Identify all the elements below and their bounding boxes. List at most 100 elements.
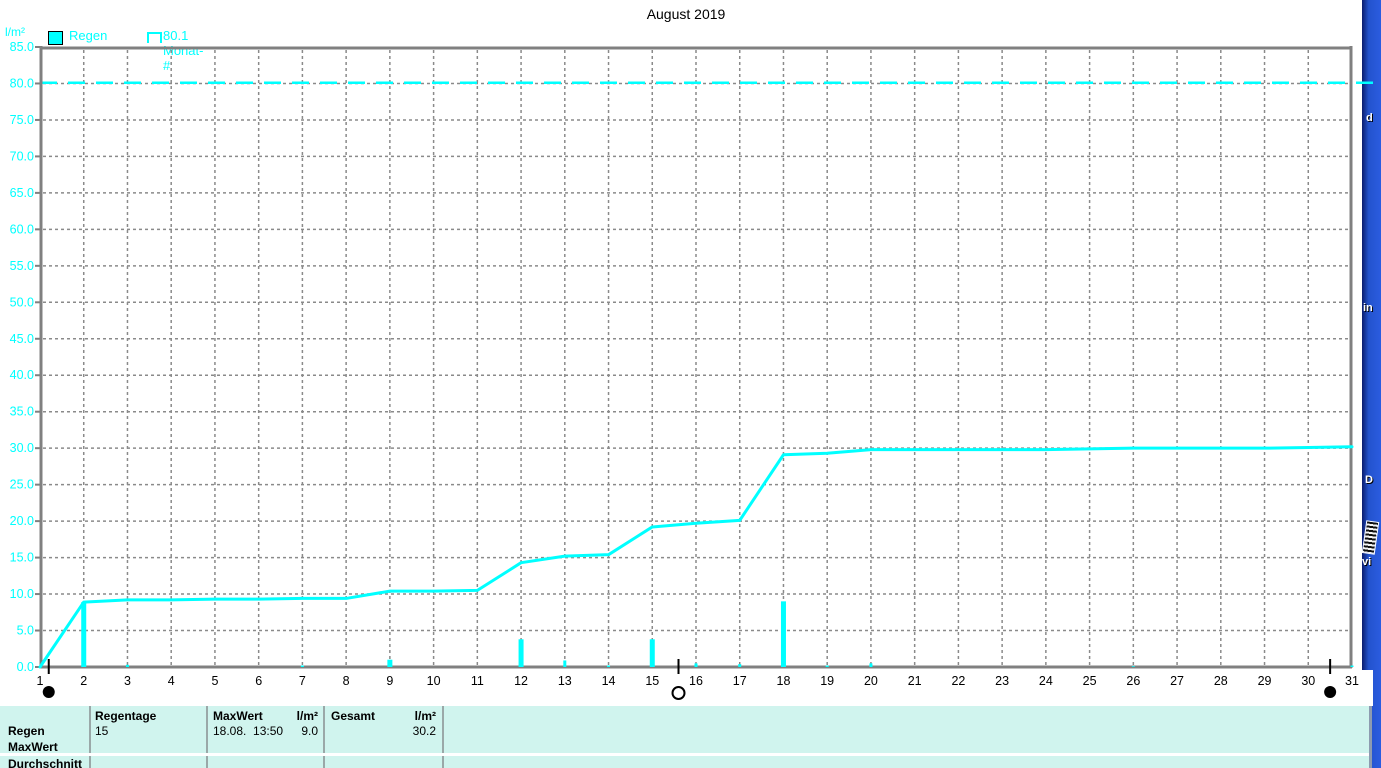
- y-tick-label: 55.0: [10, 259, 34, 273]
- stats-row-label-maxwert: MaxWert: [8, 740, 58, 754]
- column-separator: [442, 706, 444, 768]
- daily-rain-bar: [607, 665, 611, 667]
- row-separator: [0, 753, 1369, 756]
- x-tick-label: 25: [1083, 674, 1097, 688]
- stats-cell-maxwert: MaxWert l/m² 18.08. 13:50 9.0: [213, 706, 318, 768]
- regentage-value: 15: [95, 724, 109, 738]
- daily-rain-bar: [780, 601, 786, 667]
- stats-row-label-regen: Regen: [8, 724, 45, 738]
- x-tick-label: 18: [777, 674, 791, 688]
- y-axis-unit-label: l/m²: [5, 25, 25, 39]
- x-tick-label: 26: [1126, 674, 1140, 688]
- x-tick-label: 31: [1345, 674, 1359, 688]
- x-tick-label: 11: [471, 674, 484, 688]
- x-tick-label: 22: [951, 674, 965, 688]
- desktop-icon-label-fragment[interactable]: D: [1365, 474, 1373, 486]
- stats-row-label-durchschnitt: Durchschnitt: [8, 757, 83, 768]
- daily-rain-bar: [649, 639, 655, 667]
- x-tick-label: 13: [558, 674, 572, 688]
- daily-rain-bar: [825, 665, 829, 667]
- cumulative-rain-line: [38, 445, 1354, 669]
- stats-cell-gesamt: Gesamt l/m² 30.2: [331, 706, 436, 768]
- desktop-icon-label-fragment[interactable]: d: [1366, 112, 1373, 124]
- x-tick-label: 4: [168, 674, 175, 688]
- y-tick-label: 65.0: [10, 186, 34, 200]
- daily-rain-bar: [125, 664, 129, 667]
- y-tick-label: 60.0: [10, 222, 34, 236]
- y-tick-label: 10.0: [10, 587, 34, 601]
- x-tick-label: 30: [1301, 674, 1315, 688]
- daily-rain-bar: [81, 602, 87, 667]
- y-tick-label: 45.0: [10, 332, 34, 346]
- legend-swatch-regen: [48, 31, 63, 45]
- gesamt-unit: l/m²: [414, 709, 436, 723]
- y-tick-label: 40.0: [10, 368, 34, 382]
- y-tick-label: 15.0: [10, 551, 34, 565]
- x-tick-label: 20: [864, 674, 878, 688]
- x-tick-label: 15: [645, 674, 659, 688]
- full-moon-icon: [671, 686, 686, 700]
- y-tick-label: 30.0: [10, 441, 34, 455]
- daily-rain-bar: [1350, 665, 1354, 667]
- x-tick-label: 27: [1170, 674, 1184, 688]
- x-tick-label: 6: [255, 674, 262, 688]
- x-tick-label: 10: [427, 674, 441, 688]
- x-tick-label: 23: [995, 674, 1009, 688]
- new-moon-icon: [1324, 686, 1337, 698]
- x-tick-label: 24: [1039, 674, 1053, 688]
- daily-rain-bar: [694, 663, 698, 667]
- y-tick-label: 75.0: [10, 113, 34, 127]
- desktop-icon-label-fragment[interactable]: vi: [1362, 556, 1372, 568]
- chart-title: August 2019: [646, 6, 726, 22]
- y-tick-label: 80.0: [10, 76, 34, 90]
- regentage-header: Regentage: [95, 709, 157, 723]
- maxwert-header: MaxWert: [213, 709, 263, 723]
- y-tick-label: 70.0: [10, 149, 34, 163]
- y-tick-label: 50.0: [10, 295, 34, 309]
- x-tick-label: 16: [689, 674, 703, 688]
- x-tick-label: 12: [514, 674, 528, 688]
- daily-rain-bar: [300, 665, 304, 667]
- maxwert-unit: l/m²: [296, 709, 318, 723]
- x-tick-label: 17: [733, 674, 747, 688]
- column-separator: [323, 706, 325, 768]
- y-tick-label: 85.0: [10, 40, 34, 54]
- daily-rain-bar: [518, 639, 524, 667]
- gesamt-header: Gesamt: [331, 709, 376, 723]
- desktop-icon-label-fragment[interactable]: in: [1363, 302, 1373, 314]
- column-separator: [206, 706, 208, 768]
- x-tick-label: 9: [386, 674, 393, 688]
- daily-rain-bar: [738, 664, 742, 667]
- x-tick-label: 28: [1214, 674, 1228, 688]
- x-tick-label: 21: [908, 674, 922, 688]
- x-tick-label: 7: [299, 674, 306, 688]
- y-tick-label: 35.0: [10, 405, 34, 419]
- maxwert-value: 9.0: [301, 724, 318, 738]
- maxwert-date: 18.08. 13:50: [213, 724, 284, 738]
- daily-rain-bar: [869, 663, 873, 667]
- column-separator: [89, 706, 91, 768]
- daily-rain-bar: [1131, 666, 1135, 667]
- legend-label-regen: Regen: [69, 28, 108, 43]
- gesamt-value: 30.2: [412, 724, 436, 738]
- x-tick-label: 19: [820, 674, 834, 688]
- statistics-panel: Regen MaxWert Durchschnitt Regentage 15 …: [0, 706, 1372, 768]
- window-edge: [1352, 670, 1373, 706]
- x-tick-label: 1: [37, 674, 44, 688]
- background-desktop: [1362, 0, 1381, 768]
- x-tick-label: 29: [1258, 674, 1272, 688]
- stats-cell-regentage: Regentage 15: [95, 706, 199, 768]
- y-tick-label: 25.0: [10, 478, 34, 492]
- x-tick-label: 5: [211, 674, 218, 688]
- x-tick-label: 14: [602, 674, 616, 688]
- y-tick-label: 20.0: [10, 514, 34, 528]
- x-tick-label: 3: [124, 674, 131, 688]
- y-tick-label: 0.0: [17, 660, 34, 674]
- legend-swatch-monthly-threshold: [147, 32, 162, 43]
- daily-rain-bar: [387, 659, 393, 667]
- x-tick-label: 2: [80, 674, 87, 688]
- x-tick-label: 8: [343, 674, 350, 688]
- y-tick-label: 5.0: [17, 624, 34, 638]
